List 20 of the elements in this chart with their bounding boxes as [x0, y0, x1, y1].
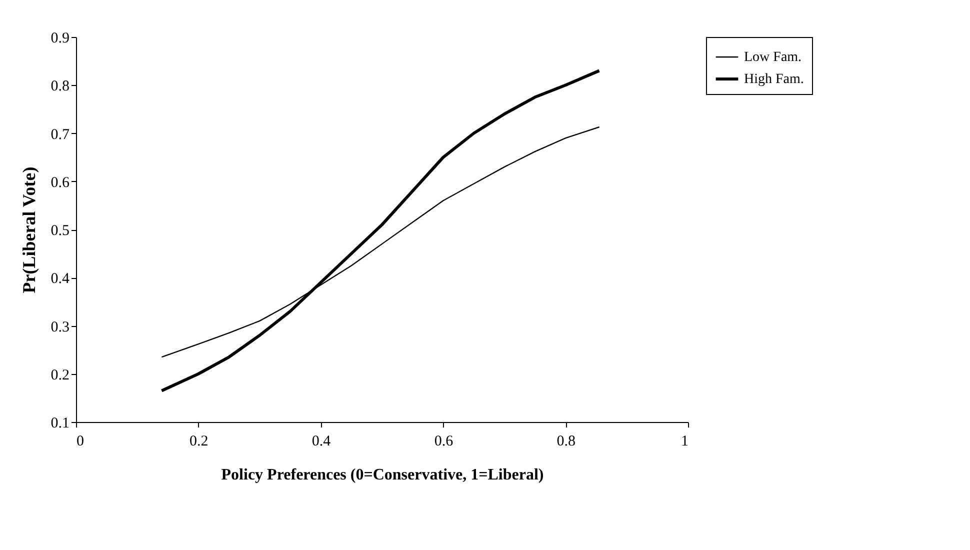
y-tick-label: 0.6	[50, 174, 70, 191]
y-tick-label: 0.7	[50, 126, 70, 143]
y-tick-label: 0.3	[50, 319, 70, 336]
y-tick-label: 0.1	[50, 416, 70, 432]
x-tick-label: 0.2	[190, 434, 208, 450]
y-axis-title: Pr(Liberal Vote)	[18, 166, 39, 294]
legend-label: High Fam.	[744, 72, 804, 87]
y-tick-label: 0.4	[50, 271, 70, 288]
x-axis-title: Policy Preferences (0=Conservative, 1=Liberal)	[221, 466, 544, 484]
y-tick-label: 0.5	[50, 223, 70, 239]
y-tick-label: 0.2	[50, 367, 70, 384]
x-tick-label: 1	[681, 434, 688, 450]
line-series	[160, 69, 601, 392]
x-tick-label: 0.8	[556, 434, 576, 450]
y-tick-label: 0.9	[50, 30, 70, 46]
x-tick-label: 0.6	[434, 434, 454, 450]
x-tick-label: 0.4	[312, 434, 332, 450]
x-tick-label: 0	[76, 434, 84, 450]
y-tick-label: 0.8	[50, 78, 70, 95]
legend-label: Low Fam.	[744, 50, 802, 65]
